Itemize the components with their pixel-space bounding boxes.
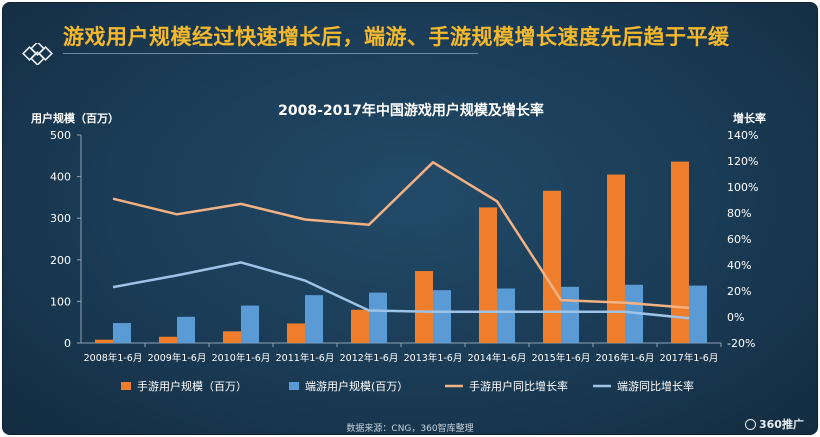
x-tick-label: 2012年1-6月 <box>340 352 399 364</box>
pc-user-bar <box>113 323 131 343</box>
pc-user-bar <box>689 285 707 343</box>
y2-axis-label: 增长率 <box>733 111 766 125</box>
y2-tick-label: 60% <box>727 233 751 246</box>
mobile-user-bar <box>415 271 433 343</box>
mobile-user-bar <box>479 207 497 343</box>
y2-tick-label: 20% <box>727 285 751 298</box>
mobile-user-bar <box>671 161 689 343</box>
headline: 游戏用户规模经过快速增长后，端游、手游规模增长速度先后趋于平缓 <box>63 25 730 49</box>
y-tick-label: 400 <box>50 171 71 184</box>
clover-logo-icon <box>22 43 53 65</box>
y2-tick-label: -20% <box>727 337 755 350</box>
legend-label: 手游用户同比增长率 <box>469 379 568 393</box>
x-tick-label: 2010年1-6月 <box>212 352 271 364</box>
source-note: 数据来源：CNG，360智库整理 <box>346 424 474 434</box>
pc-user-bar <box>369 292 387 343</box>
plot-area: 0 100 200 300 400 500 -20% 0% 20% 40% 60% 80% 100% 12… <box>50 129 758 364</box>
pc-user-bar <box>497 288 515 343</box>
chart: 2008-2017年中国游戏用户规模及增长率 用户规模（百万） 增长率 0 100… <box>31 102 766 393</box>
pc-user-bar <box>241 305 259 343</box>
y-axis-label: 用户规模（百万） <box>31 111 119 125</box>
pc-user-bar <box>433 290 451 343</box>
legend-label: 端游同比增长率 <box>617 379 694 393</box>
y-tick-label: 0 <box>64 337 71 350</box>
mobile-user-bar <box>607 174 625 343</box>
y2-tick-label: 80% <box>727 207 751 220</box>
headline-divider <box>63 53 478 54</box>
y2-tick-label: 100% <box>727 181 758 194</box>
mobile-growth-line <box>112 161 690 310</box>
brand-text: 360推广 <box>759 418 804 431</box>
mobile-user-bar <box>159 336 177 343</box>
y-tick-label: 100 <box>50 295 71 308</box>
pc-growth-line <box>112 261 690 320</box>
y-tick-label: 500 <box>50 129 71 142</box>
y-tick-label: 200 <box>50 254 71 267</box>
y2-tick-label: 40% <box>727 259 751 272</box>
pc-user-bar <box>305 295 323 343</box>
pc-user-bar <box>561 286 579 343</box>
x-tick-label: 2011年1-6月 <box>276 352 335 364</box>
x-tick-label: 2013年1-6月 <box>404 352 463 364</box>
legend-swatch <box>121 382 131 390</box>
mobile-user-bar <box>351 309 369 343</box>
x-tick-label: 2009年1-6月 <box>148 352 207 364</box>
y2-tick-label: 0% <box>727 311 744 324</box>
y2-tick-label: 120% <box>727 155 758 168</box>
brand-logo: 360推广 <box>745 416 804 432</box>
legend-label: 手游用户规模（百万） <box>137 379 247 393</box>
mobile-user-bar <box>543 190 561 343</box>
chart-title: 2008-2017年中国游戏用户规模及增长率 <box>278 102 544 119</box>
x-tick-label: 2014年1-6月 <box>468 352 527 364</box>
y2-tick-label: 140% <box>727 129 758 142</box>
legend-swatch <box>289 382 299 390</box>
brand-icon <box>745 419 756 430</box>
mobile-user-bar <box>223 331 241 343</box>
pc-user-bar <box>177 316 195 343</box>
x-tick-label: 2017年1-6月 <box>660 352 719 364</box>
mobile-user-bar <box>95 339 113 343</box>
legend: 手游用户规模（百万） 端游用户规模(百万） 手游用户同比增长率 端游同比增长率 <box>121 379 694 393</box>
y-tick-label: 300 <box>50 212 71 225</box>
mobile-user-bar <box>287 323 305 343</box>
x-tick-label: 2008年1-6月 <box>84 352 143 364</box>
legend-label: 端游用户规模(百万） <box>305 379 408 393</box>
x-tick-label: 2015年1-6月 <box>532 352 591 364</box>
x-tick-label: 2016年1-6月 <box>596 352 655 364</box>
